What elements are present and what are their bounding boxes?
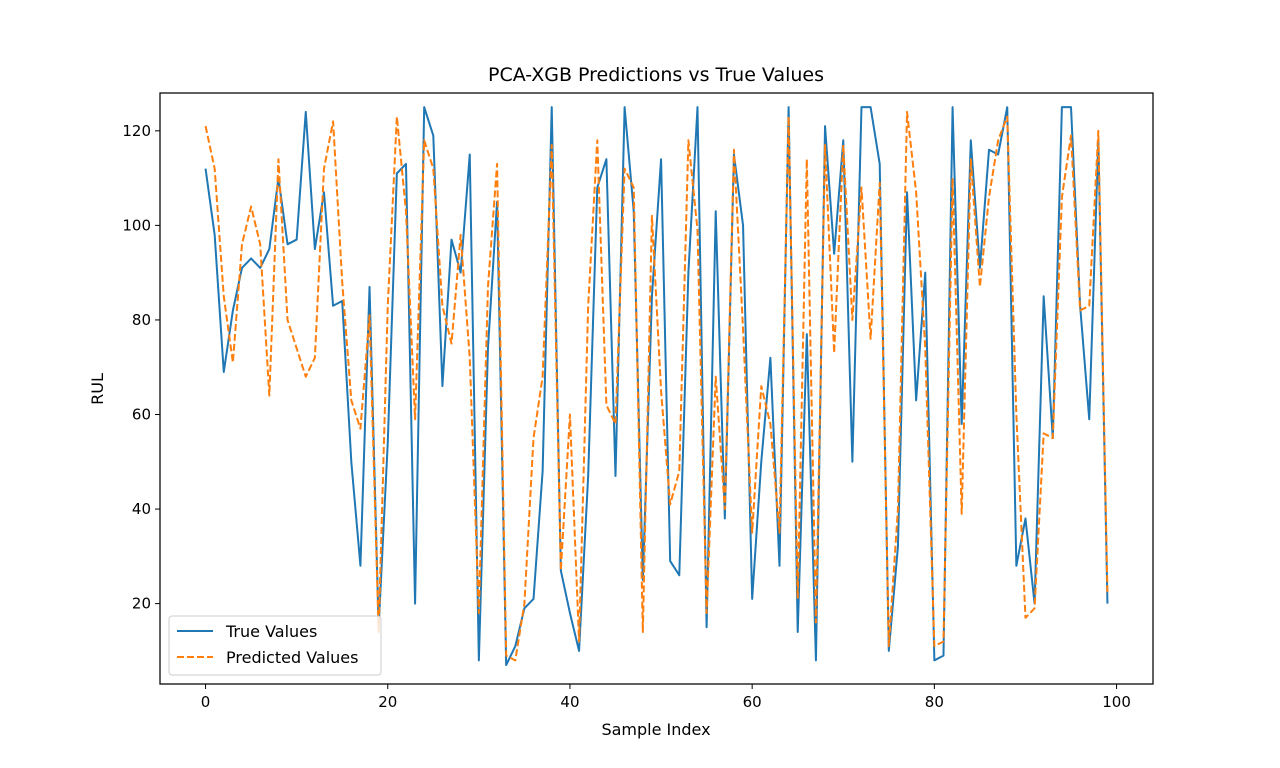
legend-box bbox=[168, 615, 382, 676]
series-line-predicted-values bbox=[204, 110, 1109, 662]
y-tick-label: 40 bbox=[132, 500, 151, 518]
y-tick-label: 20 bbox=[132, 595, 151, 613]
series-line-true-values bbox=[204, 106, 1109, 667]
x-tick-label: 20 bbox=[378, 693, 397, 711]
chart-title: PCA-XGB Predictions vs True Values bbox=[488, 64, 824, 86]
y-tick-label: 100 bbox=[122, 216, 151, 234]
x-tick-label: 40 bbox=[560, 693, 579, 711]
series-layer bbox=[204, 106, 1109, 667]
y-tick-label: 80 bbox=[132, 311, 151, 329]
x-tick-label: 0 bbox=[201, 693, 211, 711]
plot-area-frame bbox=[159, 92, 1154, 685]
legend-label-predicted-values: Predicted Values bbox=[226, 648, 358, 667]
y-tick-label: 60 bbox=[132, 406, 151, 424]
y-axis-label: RUL bbox=[88, 373, 107, 405]
x-axis-ticks: 0 20 40 60 80 100 bbox=[201, 684, 1131, 711]
legend-label-true-values: True Values bbox=[225, 622, 317, 641]
y-tick-label: 120 bbox=[122, 122, 151, 140]
x-tick-label: 100 bbox=[1102, 693, 1131, 711]
y-axis-ticks: 20 40 60 80 100 120 bbox=[122, 122, 160, 613]
x-axis-label: Sample Index bbox=[601, 720, 710, 739]
x-tick-label: 80 bbox=[925, 693, 944, 711]
x-tick-label: 60 bbox=[743, 693, 762, 711]
legend: True Values Predicted Values bbox=[168, 615, 382, 676]
